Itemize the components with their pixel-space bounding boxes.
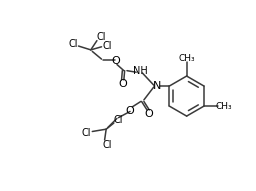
- Text: O: O: [126, 106, 134, 116]
- Text: CH₃: CH₃: [216, 102, 232, 111]
- Text: Cl: Cl: [102, 140, 112, 150]
- Text: N: N: [153, 81, 161, 91]
- Text: Cl: Cl: [68, 40, 78, 49]
- Text: NH: NH: [133, 66, 147, 76]
- Text: CH₃: CH₃: [178, 54, 195, 63]
- Text: Cl: Cl: [81, 128, 91, 138]
- Text: Cl: Cl: [102, 41, 112, 51]
- Text: Cl: Cl: [114, 115, 123, 125]
- Text: Cl: Cl: [96, 32, 105, 42]
- Text: O: O: [111, 56, 120, 66]
- Text: O: O: [144, 109, 153, 119]
- Text: O: O: [119, 79, 127, 89]
